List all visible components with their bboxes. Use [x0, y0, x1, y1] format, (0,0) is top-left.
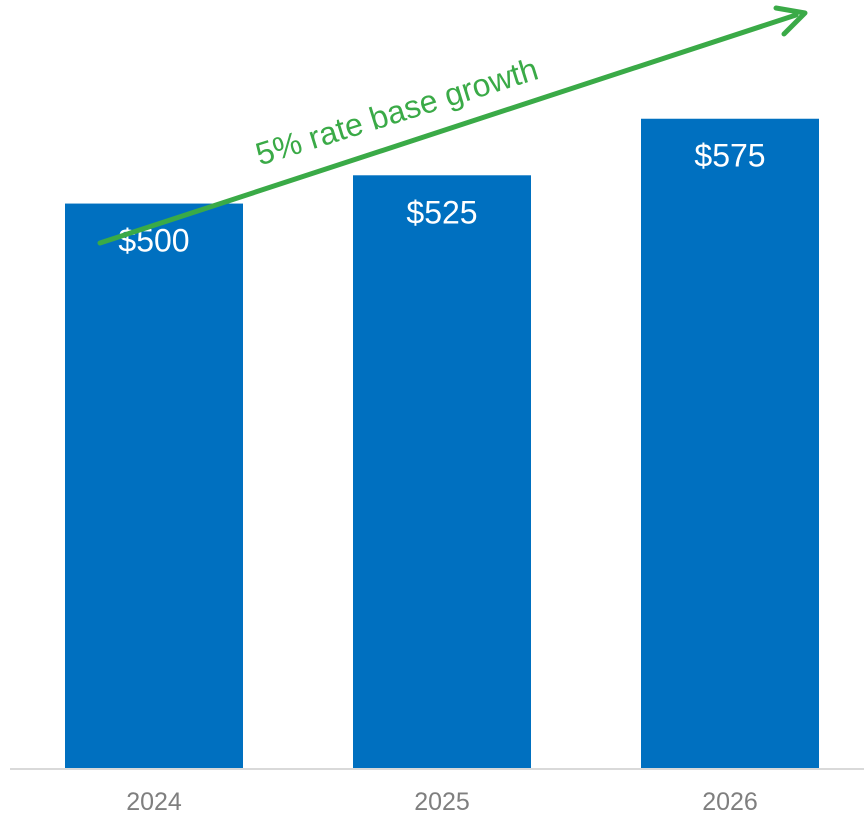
- x-tick-label-2024: 2024: [126, 788, 182, 815]
- bar-2026: [641, 118, 819, 769]
- growth-arrow-head: [773, 5, 808, 37]
- x-tick-label-2025: 2025: [414, 788, 470, 815]
- bar-2024: [65, 203, 243, 769]
- bar-labels-group: $500 $525 $575: [118, 138, 765, 259]
- x-tick-label-2026: 2026: [702, 788, 758, 815]
- bar-value-label-2025: $525: [406, 194, 477, 230]
- growth-arrow-line: [97, 12, 799, 246]
- bars-group: [65, 118, 819, 770]
- bar-value-label-2024: $500: [118, 223, 189, 259]
- bar-2025: [353, 175, 531, 770]
- x-tick-labels-group: 2024 2025 2026: [126, 788, 758, 815]
- bar-value-label-2026: $575: [694, 138, 765, 174]
